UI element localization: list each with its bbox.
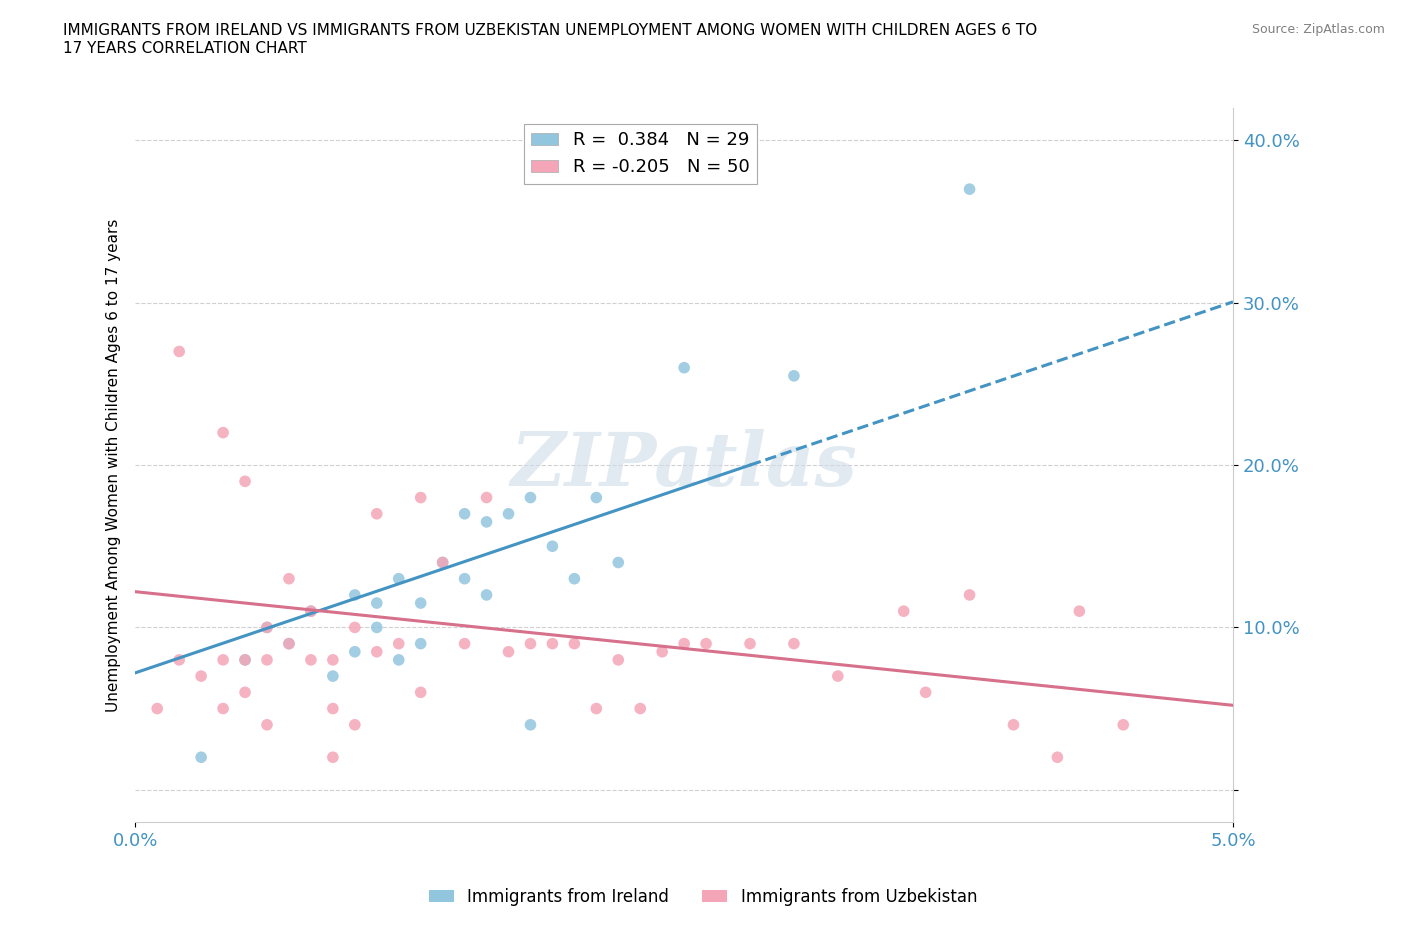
Point — [498, 506, 520, 521]
Point — [827, 669, 849, 684]
Point — [343, 620, 366, 635]
Point — [628, 701, 651, 716]
Point — [651, 644, 673, 659]
Point — [256, 620, 278, 635]
Point — [607, 653, 630, 668]
Point — [212, 425, 235, 440]
Point — [409, 595, 432, 610]
Point — [585, 490, 607, 505]
Point — [783, 368, 806, 383]
Point — [212, 653, 235, 668]
Point — [1046, 750, 1069, 764]
Point — [343, 588, 366, 603]
Point — [409, 684, 432, 699]
Point — [256, 653, 278, 668]
Point — [343, 644, 366, 659]
Point — [564, 636, 586, 651]
Point — [585, 701, 607, 716]
Point — [299, 653, 322, 668]
Point — [322, 701, 344, 716]
Point — [409, 636, 432, 651]
Point — [366, 620, 388, 635]
Point — [278, 571, 301, 586]
Y-axis label: Unemployment Among Women with Children Ages 6 to 17 years: Unemployment Among Women with Children A… — [107, 219, 121, 711]
Point — [432, 555, 454, 570]
Point — [388, 653, 411, 668]
Point — [1112, 717, 1135, 732]
Point — [1002, 717, 1025, 732]
Point — [695, 636, 717, 651]
Point — [498, 644, 520, 659]
Point — [453, 506, 475, 521]
Text: Source: ZipAtlas.com: Source: ZipAtlas.com — [1251, 23, 1385, 36]
Point — [256, 717, 278, 732]
Point — [233, 474, 256, 489]
Point — [519, 717, 541, 732]
Point — [146, 701, 169, 716]
Point — [541, 636, 564, 651]
Legend: R =  0.384   N = 29, R = -0.205   N = 50: R = 0.384 N = 29, R = -0.205 N = 50 — [524, 125, 756, 183]
Point — [167, 344, 190, 359]
Point — [322, 750, 344, 764]
Point — [783, 636, 806, 651]
Point — [893, 604, 915, 618]
Point — [519, 636, 541, 651]
Point — [453, 636, 475, 651]
Point — [278, 636, 301, 651]
Point — [322, 669, 344, 684]
Point — [366, 644, 388, 659]
Point — [475, 514, 498, 529]
Point — [190, 669, 212, 684]
Point — [233, 684, 256, 699]
Point — [343, 717, 366, 732]
Point — [673, 360, 696, 375]
Point — [738, 636, 761, 651]
Point — [1069, 604, 1091, 618]
Point — [388, 636, 411, 651]
Point — [322, 653, 344, 668]
Text: ZIPatlas: ZIPatlas — [510, 429, 858, 501]
Point — [432, 555, 454, 570]
Point — [959, 181, 981, 196]
Point — [366, 506, 388, 521]
Point — [475, 490, 498, 505]
Point — [299, 604, 322, 618]
Point — [914, 684, 936, 699]
Point — [453, 571, 475, 586]
Point — [541, 538, 564, 553]
Point — [212, 701, 235, 716]
Point — [366, 595, 388, 610]
Text: IMMIGRANTS FROM IRELAND VS IMMIGRANTS FROM UZBEKISTAN UNEMPLOYMENT AMONG WOMEN W: IMMIGRANTS FROM IRELAND VS IMMIGRANTS FR… — [63, 23, 1038, 56]
Legend: Immigrants from Ireland, Immigrants from Uzbekistan: Immigrants from Ireland, Immigrants from… — [422, 881, 984, 912]
Point — [607, 555, 630, 570]
Point — [564, 571, 586, 586]
Point — [673, 636, 696, 651]
Point — [233, 653, 256, 668]
Point — [519, 490, 541, 505]
Point — [256, 620, 278, 635]
Point — [388, 571, 411, 586]
Point — [409, 490, 432, 505]
Point — [233, 653, 256, 668]
Point — [167, 653, 190, 668]
Point — [475, 588, 498, 603]
Point — [299, 604, 322, 618]
Point — [190, 750, 212, 764]
Point — [278, 636, 301, 651]
Point — [959, 588, 981, 603]
